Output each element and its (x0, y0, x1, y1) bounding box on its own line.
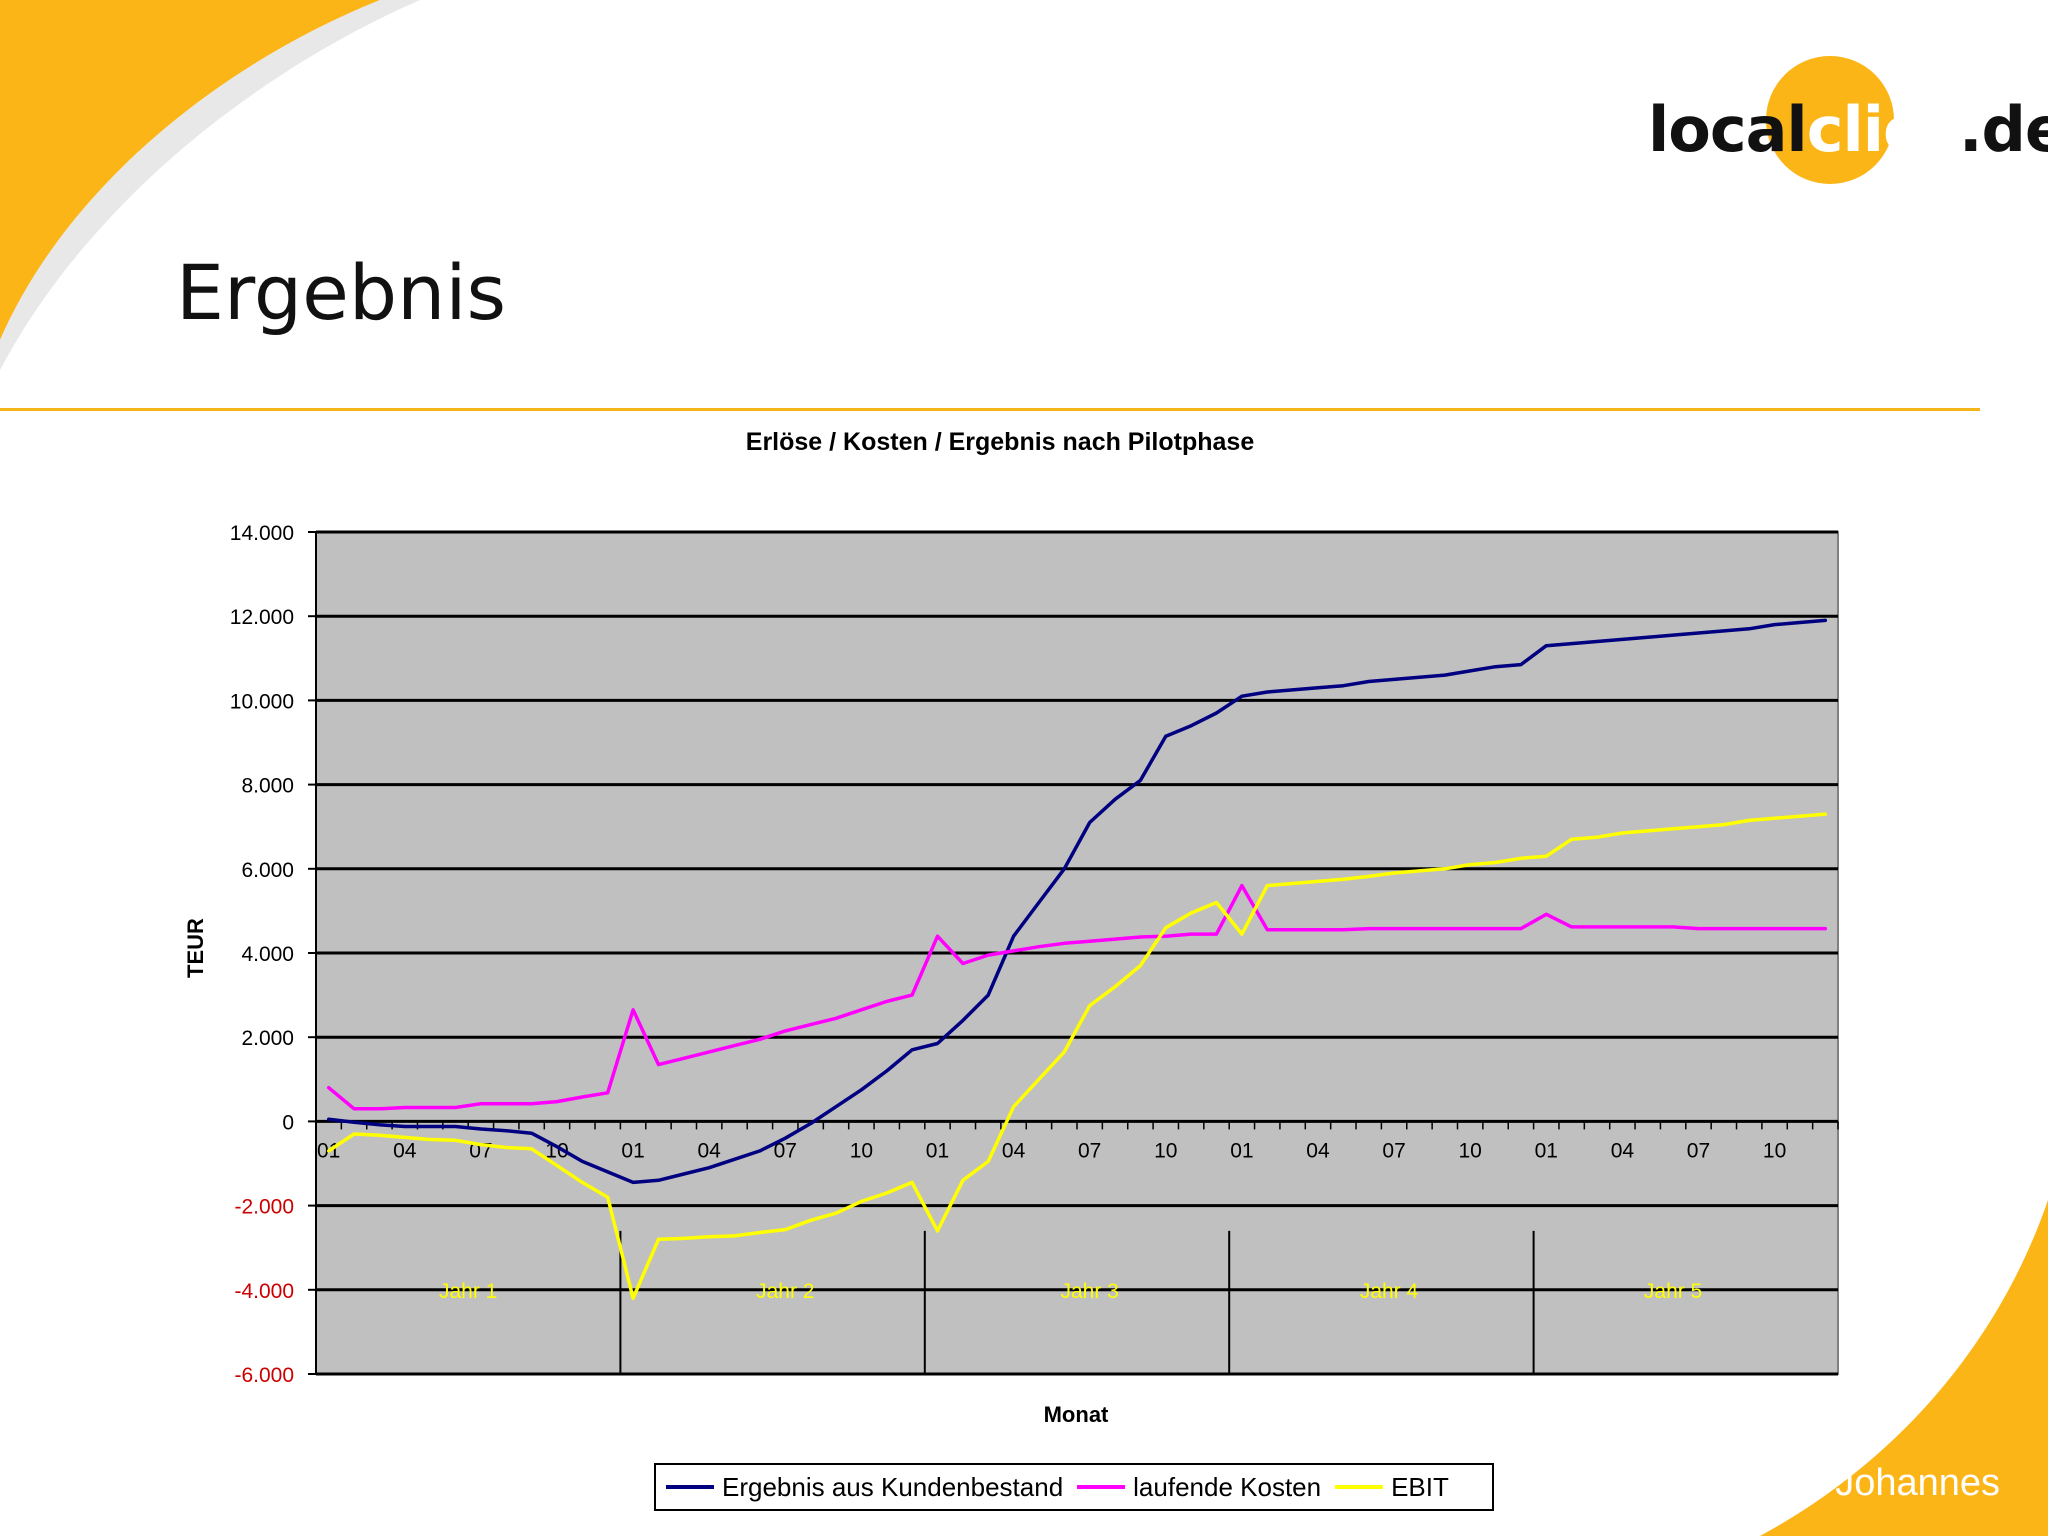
y-tick-label: 2.000 (241, 1027, 294, 1050)
y-tick-label: 6.000 (241, 859, 294, 882)
legend-swatch-kosten (1077, 1485, 1126, 1489)
y-tick-label: -2.000 (234, 1196, 294, 1219)
logo-text-click: click (1806, 93, 1960, 166)
year-label: Jahr 2 (756, 1280, 814, 1303)
top-left-swoosh (0, 0, 380, 340)
year-label: Jahr 5 (1644, 1280, 1702, 1303)
x-tick-label: 07 (1078, 1139, 1101, 1162)
x-tick-label: 04 (1002, 1139, 1026, 1162)
y-tick-label: 14.000 (230, 522, 294, 545)
logo: localclick.de (1648, 80, 2048, 180)
chart-title: Erlöse / Kosten / Ergebnis nach Pilotpha… (746, 428, 1255, 456)
x-tick-label: 10 (1154, 1139, 1177, 1162)
x-tick-label: 04 (1611, 1139, 1635, 1162)
page-title: Ergebnis (176, 248, 507, 337)
x-tick-label: 01 (1230, 1139, 1253, 1162)
year-label: Jahr 1 (439, 1280, 497, 1303)
x-tick-label: 04 (1306, 1139, 1330, 1162)
series-line-ebit (326, 812, 1828, 1300)
x-tick-label: 10 (850, 1139, 873, 1162)
logo-text-de: .de (1958, 93, 2048, 166)
x-tick-label: 01 (926, 1139, 949, 1162)
chart-legend: Ergebnis aus Kundenbestand laufende Kost… (654, 1463, 1494, 1511)
y-tick-label: -6.000 (234, 1364, 294, 1387)
x-tick-label: 01 (1535, 1139, 1558, 1162)
x-tick-label: 01 (621, 1139, 644, 1162)
legend-swatch-ergebnis (666, 1485, 714, 1489)
logo-circle (1766, 56, 1894, 184)
legend-item-ergebnis: Ergebnis aus Kundenbestand (666, 1472, 1063, 1503)
legend-label-kosten: laufende Kosten (1133, 1471, 1322, 1502)
x-tick-label: 07 (1687, 1139, 1710, 1162)
year-label: Jahr 4 (1360, 1280, 1419, 1303)
year-label: Jahr 3 (1060, 1280, 1118, 1303)
y-tick-label: 4.000 (241, 943, 294, 966)
logo-text-local: local (1648, 93, 1808, 166)
y-tick-label: 8.000 (241, 775, 294, 798)
legend-item-kosten: laufende Kosten (1077, 1472, 1321, 1503)
x-tick-label: 10 (1459, 1139, 1482, 1162)
y-tick-label: 12.000 (230, 606, 294, 629)
y-tick-label: 0 (282, 1111, 294, 1134)
bottom-right-swoosh (1760, 1200, 2048, 1536)
legend-swatch-ebit (1335, 1485, 1384, 1489)
legend-label-ebit: EBIT (1391, 1471, 1449, 1502)
series-line-ergebnis (326, 618, 1828, 1185)
series-line-kosten (326, 883, 1828, 1111)
author-name: Johannes (1835, 1462, 2000, 1504)
y-tick-label: -4.000 (234, 1280, 294, 1303)
x-tick-label: 10 (1763, 1139, 1786, 1162)
x-tick-label: 07 (774, 1139, 797, 1162)
legend-label-ergebnis: Ergebnis aus Kundenbestand (722, 1471, 1064, 1502)
x-tick-label: 07 (1382, 1139, 1405, 1162)
x-axis-title: Monat (1044, 1402, 1109, 1427)
y-axis-title: TEUR (183, 918, 208, 978)
y-tick-label: 10.000 (230, 690, 294, 713)
x-tick-label: 04 (698, 1139, 722, 1162)
title-divider (0, 408, 1980, 411)
legend-item-ebit: EBIT (1335, 1472, 1449, 1503)
x-tick-label: 04 (393, 1139, 417, 1162)
